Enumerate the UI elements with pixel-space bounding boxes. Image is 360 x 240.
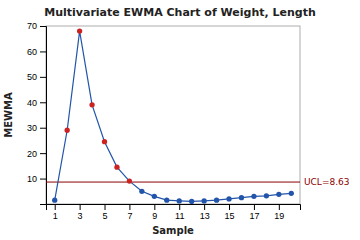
control-limit: [46, 182, 300, 183]
y-tick-label: 60: [27, 47, 37, 57]
y-tick-label: 50: [27, 72, 37, 82]
y-tick-label: 20: [27, 149, 37, 159]
x-tick-label: 11: [175, 211, 184, 221]
point: [89, 102, 94, 107]
y-tick: 60: [27, 47, 46, 57]
y-tick-mark: [40, 26, 46, 27]
y-tick-mark: [40, 51, 46, 52]
plot-area: 13579111315171910203040506070UCL=8.63: [27, 21, 349, 221]
x-axis-title: Sample: [152, 225, 194, 236]
y-tick-mark: [40, 77, 46, 78]
point: [65, 128, 70, 133]
x-tick-mark: [229, 204, 230, 210]
point: [77, 28, 82, 33]
point: [264, 193, 269, 198]
y-tick: 40: [27, 98, 46, 108]
x-tick: 13: [200, 204, 210, 221]
x-tick: 5: [103, 204, 108, 221]
point: [102, 139, 107, 144]
x-tick-mark: [105, 204, 106, 210]
x-axis-line: [47, 205, 301, 211]
data-layer: [46, 28, 300, 204]
y-tick-label: 70: [27, 21, 37, 31]
y-tick-mark: [40, 153, 46, 154]
x-tick-mark: [254, 204, 255, 210]
x-tick: 3: [78, 204, 83, 221]
x-tick-mark: [55, 204, 56, 210]
x-tick-label: 19: [274, 211, 284, 221]
y-axis-line: [40, 27, 47, 205]
x-tick-label: 17: [249, 211, 259, 221]
x-axis: 135791113151719: [47, 204, 301, 221]
y-tick-mark: [40, 102, 46, 103]
x-tick: 7: [127, 204, 132, 221]
y-tick-label: 40: [27, 98, 37, 108]
x-tick-label: 9: [152, 211, 157, 221]
point: [239, 195, 244, 200]
y-tick: 30: [27, 123, 46, 133]
title: Multivariate EWMA Chart of Weight, Lengt…: [44, 6, 316, 19]
point: [152, 194, 157, 199]
point: [114, 164, 119, 169]
x-tick: 15: [225, 204, 235, 221]
y-tick-label: 10: [27, 174, 37, 184]
point: [201, 198, 206, 203]
x-tick-label: 3: [78, 211, 83, 221]
x-tick: 19: [274, 204, 284, 221]
y-tick-mark: [40, 179, 46, 180]
x-tick-label: 5: [103, 211, 108, 221]
x-tick-mark: [80, 204, 81, 210]
y-tick-mark: [40, 128, 46, 129]
x-tick-mark: [129, 204, 130, 210]
chart: 13579111315171910203040506070UCL=8.63Mul…: [0, 0, 360, 240]
y-tick: 70: [27, 21, 46, 31]
plot-frame: [46, 26, 300, 204]
y-tick: 50: [27, 72, 46, 82]
x-tick: 9: [152, 204, 157, 221]
x-tick-mark: [204, 204, 205, 210]
point: [52, 198, 57, 203]
control-limit-label: UCL=8.63: [304, 177, 349, 187]
series-line: [55, 31, 292, 201]
y-tick: 20: [27, 149, 46, 159]
point: [127, 178, 132, 183]
point: [226, 196, 231, 201]
y-tick: 10: [27, 174, 46, 184]
x-tick: 11: [175, 204, 184, 221]
x-tick-label: 1: [53, 211, 58, 221]
point: [189, 199, 194, 204]
point: [139, 189, 144, 194]
x-tick-mark: [279, 204, 280, 210]
y-axis-title: MEWMA: [3, 92, 14, 138]
y-tick-label: 30: [27, 123, 37, 133]
x-tick-label: 15: [225, 211, 235, 221]
point: [164, 198, 169, 203]
x-tick: 17: [249, 204, 259, 221]
y-axis: 10 20 30 40 50 60 70: [27, 21, 47, 204]
x-tick: 1: [53, 204, 58, 221]
point: [276, 192, 281, 197]
x-tick-mark: [154, 204, 155, 210]
point: [251, 194, 256, 199]
x-tick-mark: [179, 204, 180, 210]
point: [177, 198, 182, 203]
point: [214, 198, 219, 203]
point: [289, 191, 294, 196]
x-tick-label: 7: [127, 211, 132, 221]
x-tick-label: 13: [200, 211, 210, 221]
